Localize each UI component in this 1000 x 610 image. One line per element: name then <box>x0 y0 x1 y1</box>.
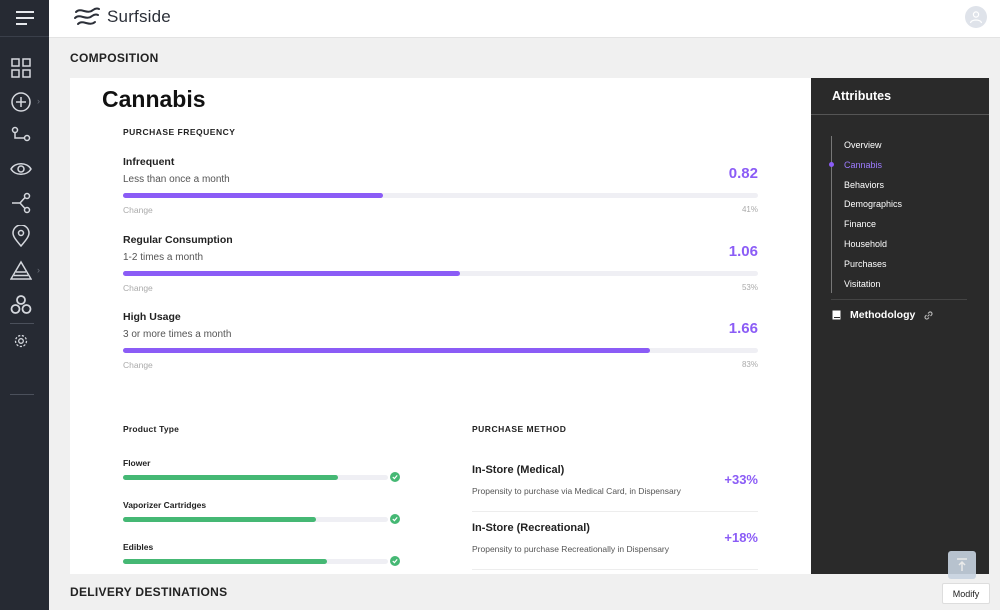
frequency-progress-track <box>123 271 758 276</box>
check-icon <box>390 556 400 566</box>
link-icon <box>924 310 933 320</box>
menu-button[interactable] <box>0 0 49 37</box>
composition-card: Cannabis PURCHASE FREQUENCY Infrequent L… <box>70 78 811 574</box>
product-type-progress-fill <box>123 559 328 564</box>
frequency-row: Infrequent Less than once a month 0.82 C… <box>123 156 758 215</box>
active-indicator <box>829 162 834 167</box>
sidebar-divider <box>10 394 34 395</box>
purchase-method-name: In-Store (Recreational) <box>472 522 590 534</box>
logo[interactable]: Surfside <box>73 5 171 29</box>
attribute-nav-demographics[interactable]: Demographics <box>844 199 903 210</box>
product-type-name: Flower <box>123 458 151 468</box>
change-label: Change <box>123 283 153 293</box>
frequency-value: 1.06 <box>728 243 758 260</box>
check-icon <box>390 514 400 524</box>
left-sidebar: › › <box>0 0 49 610</box>
purchase-method-row: In-Store (Medical) Propensity to purchas… <box>472 454 758 512</box>
surfside-logo-icon <box>74 7 100 25</box>
frequency-progress-fill <box>123 193 384 198</box>
purchase-method-value: +18% <box>724 530 758 545</box>
menu-icon <box>15 11 34 25</box>
eye-icon[interactable] <box>8 156 34 182</box>
purchase-method-label: PURCHASE METHOD <box>472 424 567 434</box>
product-type-row: Edibles <box>123 542 400 566</box>
attribute-nav-purchases[interactable]: Purchases <box>844 258 887 269</box>
frequency-percent: 53% <box>741 283 758 292</box>
product-type-progress-track <box>123 559 388 564</box>
attribute-nav-finance[interactable]: Finance <box>844 219 877 230</box>
frequency-value: 1.66 <box>728 320 758 337</box>
attributes-divider <box>811 114 989 115</box>
user-avatar[interactable] <box>965 6 987 28</box>
attributes-title: Attributes <box>832 89 892 103</box>
product-type-label: Product Type <box>123 424 180 434</box>
attributes-nav-line <box>831 136 832 293</box>
flow-icon[interactable] <box>8 123 34 149</box>
product-type-name: Edibles <box>123 542 154 552</box>
frequency-description: 3 or more times a month <box>123 329 232 340</box>
frequency-value: 0.82 <box>728 165 758 182</box>
frequency-name: High Usage <box>123 311 181 323</box>
purchase-frequency-label: PURCHASE FREQUENCY <box>123 127 236 137</box>
share-nodes-icon[interactable] <box>8 190 34 216</box>
frequency-name: Infrequent <box>123 156 175 168</box>
product-type-row: Flower <box>123 458 400 482</box>
purchase-method-description: Propensity to purchase via Medical Card,… <box>472 486 681 496</box>
product-type-progress-fill <box>123 517 317 522</box>
frequency-description: 1-2 times a month <box>123 252 204 263</box>
composition-title: COMPOSITION <box>70 51 159 65</box>
product-type-name: Vaporizer Cartridges <box>123 500 207 510</box>
dashboard-grid-icon[interactable] <box>8 55 34 81</box>
attribute-nav-cannabis[interactable]: Cannabis <box>844 159 883 170</box>
gear-icon[interactable] <box>8 328 34 354</box>
chevron-right-icon: › <box>37 96 40 106</box>
frequency-percent: 83% <box>741 360 758 369</box>
purchase-method-name: In-Store (Medical) <box>472 464 565 476</box>
frequency-progress-fill <box>123 271 460 276</box>
methodology-link[interactable]: Methodology <box>832 309 933 321</box>
page-title: Cannabis <box>102 86 206 112</box>
frequency-name: Regular Consumption <box>123 234 233 246</box>
attributes-divider <box>831 299 967 300</box>
sidebar-divider <box>10 323 34 324</box>
scroll-to-top-button[interactable] <box>948 551 976 579</box>
check-icon <box>390 472 400 482</box>
frequency-row: Regular Consumption 1-2 times a month 1.… <box>123 234 758 293</box>
top-bar: Surfside <box>49 0 1000 38</box>
product-type-progress-fill <box>123 475 338 480</box>
purchase-method-value: +33% <box>724 472 758 487</box>
modify-button[interactable]: Modify <box>942 583 990 604</box>
product-type-row: Vaporizer Cartridges <box>123 500 400 524</box>
attributes-panel: Attributes Overview Cannabis Behaviors Demo… <box>811 78 989 574</box>
location-pin-icon[interactable] <box>8 223 34 249</box>
change-label: Change <box>123 205 153 215</box>
logo-text: Surfside <box>107 7 171 26</box>
book-icon <box>832 310 841 320</box>
frequency-percent: 41% <box>741 205 758 214</box>
frequency-progress-track <box>123 193 758 198</box>
arrow-up-icon <box>957 558 967 571</box>
product-type-progress-track <box>123 517 388 522</box>
attribute-nav-overview[interactable]: Overview <box>844 140 882 150</box>
attribute-nav-household[interactable]: Household <box>844 239 888 249</box>
layers-icon[interactable] <box>8 258 34 284</box>
frequency-progress-track <box>123 348 758 353</box>
methodology-label: Methodology <box>850 309 916 321</box>
product-type-progress-track <box>123 475 388 480</box>
purchase-method-row: In-Store (Recreational) Propensity to pu… <box>472 512 758 570</box>
frequency-description: Less than once a month <box>123 174 230 185</box>
purchase-method-description: Propensity to purchase Recreationally in… <box>472 544 670 554</box>
delivery-destinations-title: DELIVERY DESTINATIONS <box>70 585 228 599</box>
cluster-icon[interactable] <box>8 292 34 318</box>
chevron-right-icon: › <box>37 265 40 275</box>
attribute-nav-visitation[interactable]: Visitation <box>844 278 881 289</box>
user-icon <box>969 11 983 24</box>
add-circle-icon[interactable] <box>8 89 34 115</box>
change-label: Change <box>123 360 153 370</box>
attribute-nav-behaviors[interactable]: Behaviors <box>844 179 885 190</box>
frequency-row: High Usage 3 or more times a month 1.66 … <box>123 311 758 370</box>
frequency-progress-fill <box>123 348 651 353</box>
